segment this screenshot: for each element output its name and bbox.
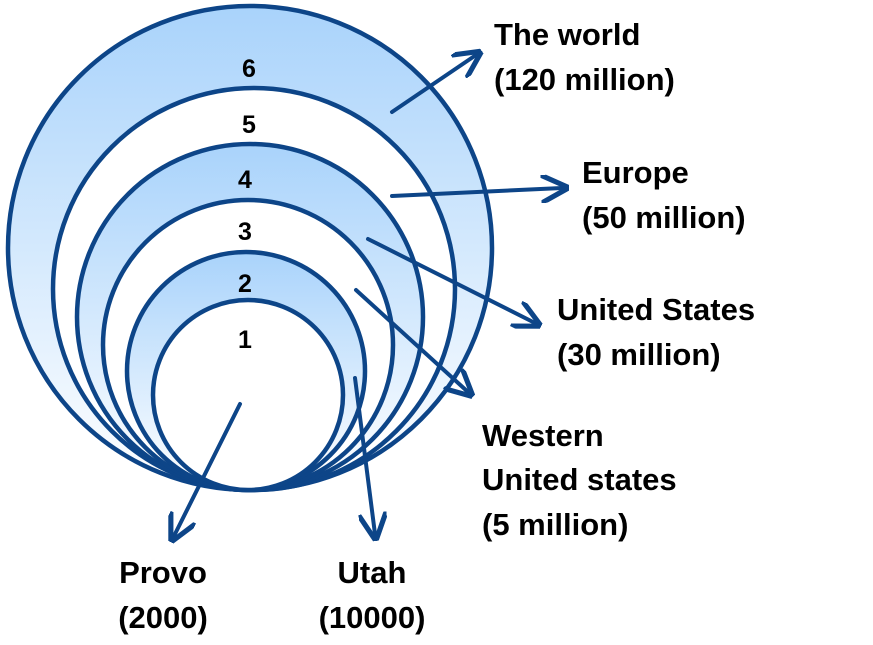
arrow-united-states: [366, 237, 535, 323]
label-utah-line1: Utah: [338, 555, 407, 590]
ring-number-2: 2: [238, 270, 252, 298]
ring-1-circle: [150, 297, 346, 493]
arrow-europe: [390, 188, 562, 196]
labels: The world (120 million) Europe (50 milli…: [118, 17, 755, 635]
label-utah-line2: (10000): [319, 600, 426, 635]
ring-number-6: 6: [242, 55, 256, 83]
ring-numbers: 6 5 4 3 2 1: [238, 55, 256, 354]
ring-number-5: 5: [242, 111, 256, 139]
label-world-line2: (120 million): [494, 62, 675, 97]
arrow-provo: [174, 402, 242, 536]
ring-number-4: 4: [238, 166, 252, 194]
label-world-line1: The world: [494, 17, 640, 52]
label-us-line1: United States: [557, 292, 755, 327]
label-europe-line2: (50 million): [582, 200, 746, 235]
arrow-world: [390, 55, 476, 114]
arrow-utah: [353, 376, 375, 534]
arrow-western-united-states: [354, 288, 468, 392]
label-us-line2: (30 million): [557, 337, 721, 372]
ring-number-1: 1: [238, 326, 252, 354]
label-western-line2: United states: [482, 462, 677, 497]
ring-number-3: 3: [238, 218, 252, 246]
label-provo-line1: Provo: [119, 555, 207, 590]
label-europe-line1: Europe: [582, 155, 689, 190]
arrows: [174, 55, 562, 536]
label-provo-line2: (2000): [118, 600, 208, 635]
label-western-line3: (5 million): [482, 507, 628, 542]
label-western-line1: Western: [482, 418, 604, 453]
